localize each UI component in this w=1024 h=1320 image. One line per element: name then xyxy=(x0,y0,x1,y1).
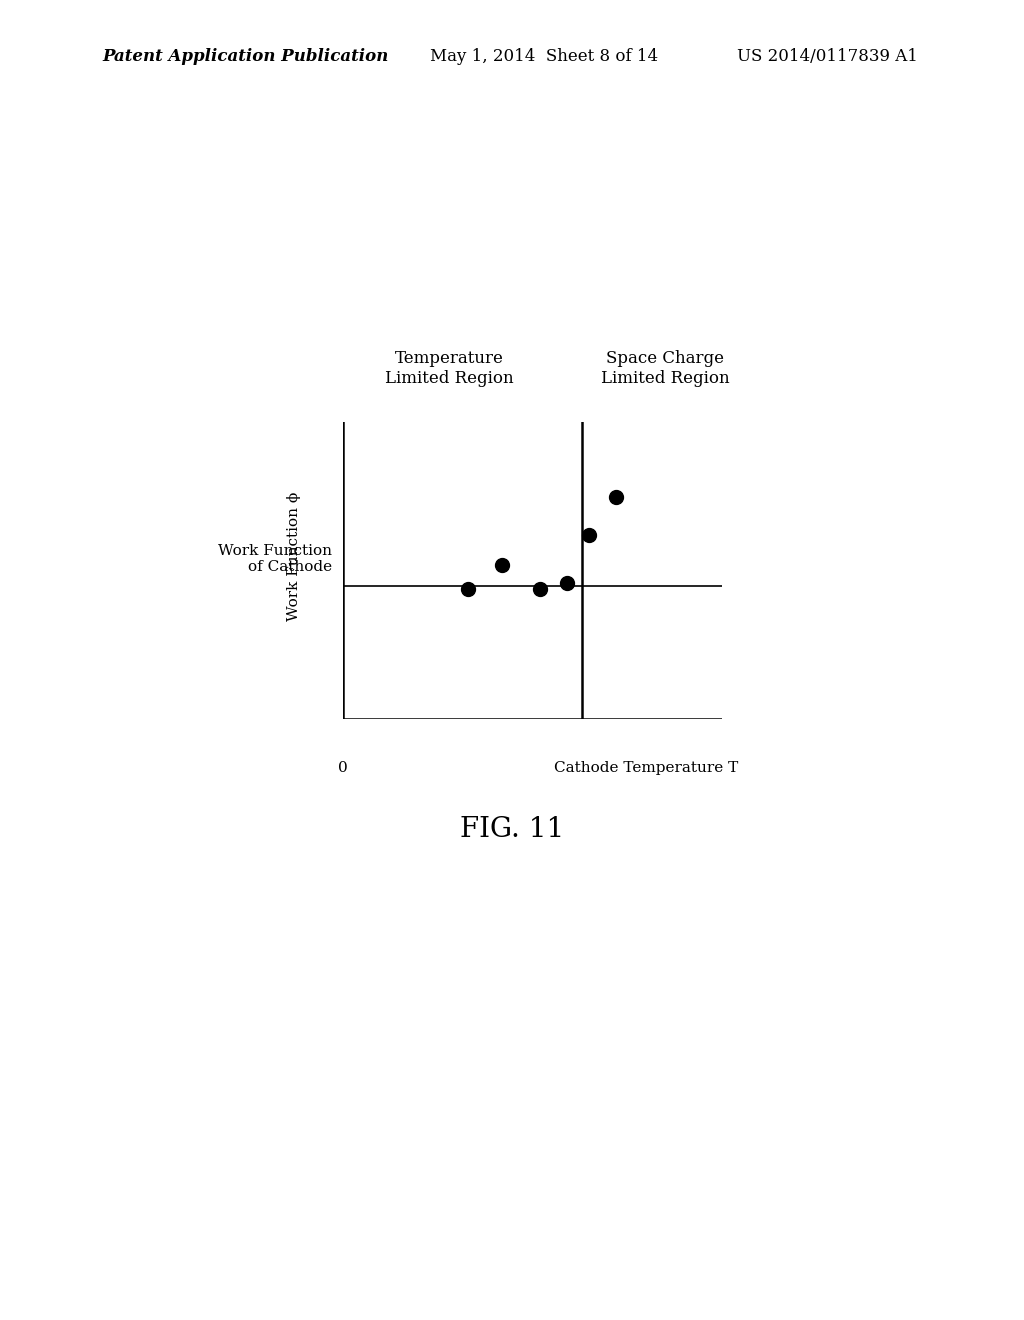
Text: US 2014/0117839 A1: US 2014/0117839 A1 xyxy=(737,48,919,65)
Text: Work Function ϕ: Work Function ϕ xyxy=(287,491,301,620)
Text: Work Function
of Cathode: Work Function of Cathode xyxy=(218,544,332,574)
Point xyxy=(460,578,476,599)
Text: Temperature
Limited Region: Temperature Limited Region xyxy=(385,350,513,387)
Text: Cathode Temperature T: Cathode Temperature T xyxy=(554,760,738,775)
Point xyxy=(494,554,510,576)
Point xyxy=(607,486,624,507)
Text: 0: 0 xyxy=(338,760,348,775)
Point xyxy=(582,524,598,546)
Point xyxy=(558,573,574,594)
Text: May 1, 2014  Sheet 8 of 14: May 1, 2014 Sheet 8 of 14 xyxy=(430,48,658,65)
Text: Patent Application Publication: Patent Application Publication xyxy=(102,48,389,65)
Text: FIG. 11: FIG. 11 xyxy=(460,816,564,842)
Point xyxy=(531,578,548,599)
Text: Space Charge
Limited Region: Space Charge Limited Region xyxy=(601,350,729,387)
